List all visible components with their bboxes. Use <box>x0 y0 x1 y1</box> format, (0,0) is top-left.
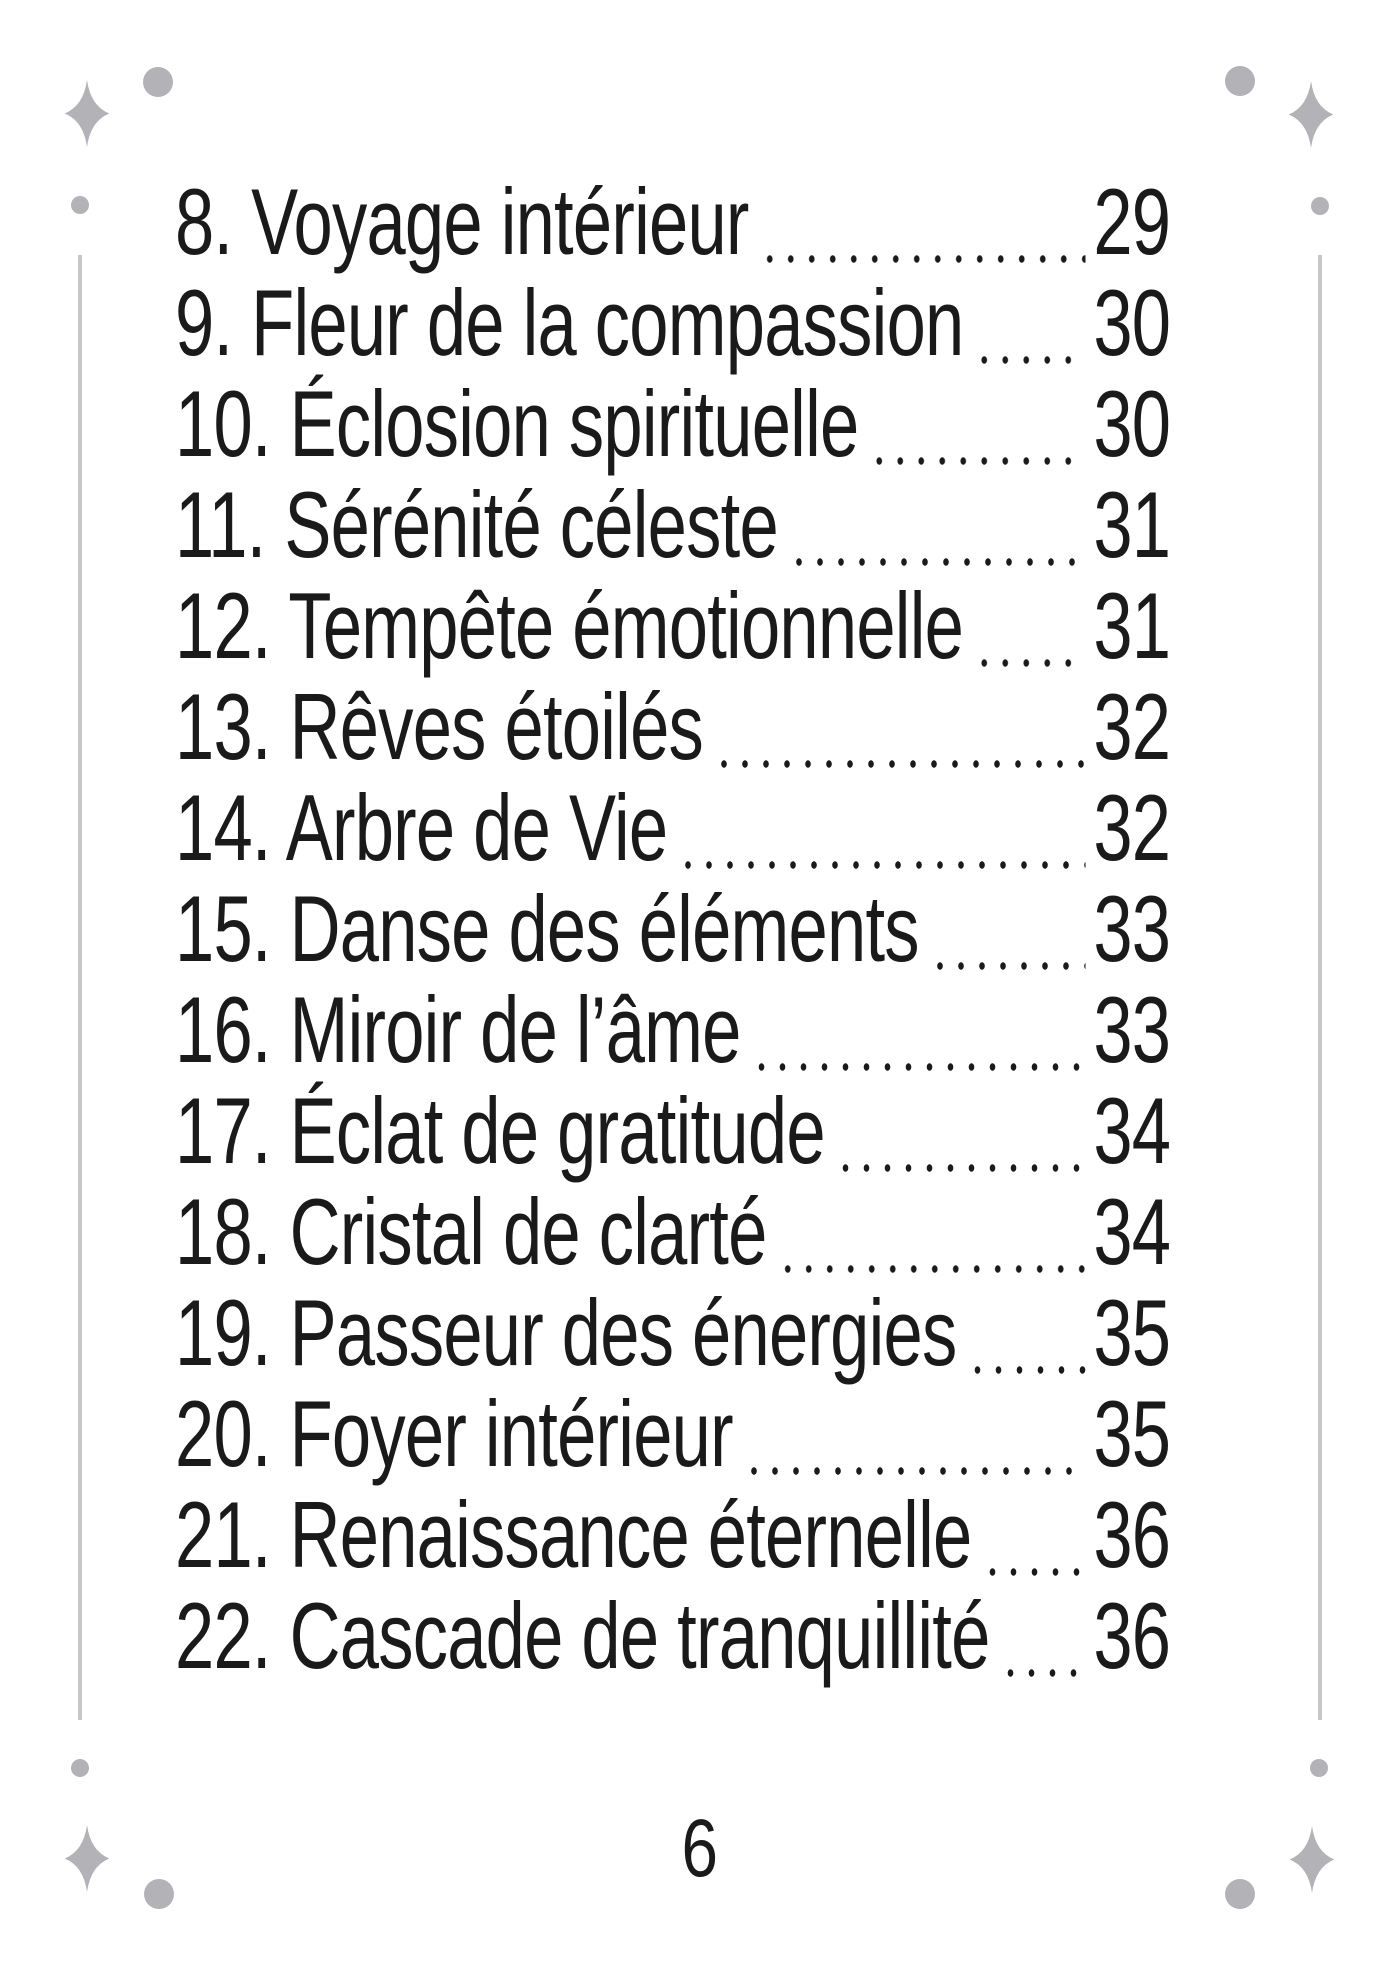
toc-entry-title: 13. Rêves étoilés <box>175 674 704 779</box>
folio-page-number: 6 <box>681 1803 719 1894</box>
dot-leader <box>868 373 1086 474</box>
dot-leader <box>751 979 1086 1080</box>
toc-entry-title: 22. Cascade de tranquillité <box>175 1583 990 1688</box>
toc-entry-page: 32 <box>1093 775 1171 880</box>
dot-leader <box>973 575 1086 676</box>
dot-leader <box>777 1181 1086 1282</box>
toc-entry-page: 35 <box>1093 1381 1171 1486</box>
toc-entry-title: 10. Éclosion spirituelle <box>175 371 859 476</box>
dot-small-icon <box>1310 1759 1328 1777</box>
dot-large-icon <box>1225 66 1255 96</box>
toc-entry-page: 29 <box>1093 169 1171 274</box>
toc-entry: 9. Fleur de la compassion 30 <box>175 270 1171 375</box>
sparkle-icon <box>64 1825 110 1892</box>
page-border-line-right <box>1318 255 1322 1720</box>
dot-leader <box>1000 1585 1086 1686</box>
toc-entry-title: 9. Fleur de la compassion <box>175 270 964 375</box>
toc-entry: 10. Éclosion spirituelle 30 <box>175 371 1171 476</box>
toc-entry: 22. Cascade de tranquillité 36 <box>175 1583 1171 1688</box>
sparkle-icon <box>64 80 110 147</box>
toc-entry-page: 30 <box>1093 270 1171 375</box>
toc-entry: 18. Cristal de clarté 34 <box>175 1179 1171 1284</box>
toc-entry-page: 34 <box>1093 1179 1171 1284</box>
toc-entry: 11. Sérénité céleste 31 <box>175 472 1171 577</box>
toc-entry-title: 20. Foyer intérieur <box>175 1381 734 1486</box>
toc-entry-title: 14. Arbre de Vie <box>175 775 668 880</box>
toc-entry-title: 21. Renaissance éternelle <box>175 1482 972 1587</box>
toc-entry: 8. Voyage intérieur 29 <box>175 169 1171 274</box>
dot-small-icon <box>71 196 89 214</box>
toc-entry-title: 11. Sérénité céleste <box>175 472 779 577</box>
table-of-contents: 8. Voyage intérieur 29 9. Fleur de la co… <box>175 171 1400 1686</box>
toc-entry: 13. Rêves étoilés 32 <box>175 674 1171 779</box>
toc-entry: 12. Tempête émotionnelle 31 <box>175 573 1171 678</box>
dot-leader <box>759 171 1086 272</box>
dot-small-icon <box>1311 197 1329 215</box>
toc-entry-title: 18. Cristal de clarté <box>175 1179 767 1284</box>
dot-leader <box>835 1080 1086 1181</box>
toc-entry: 16. Miroir de l’âme 33 <box>175 977 1171 1082</box>
dot-leader <box>973 272 1086 373</box>
dot-leader <box>929 878 1086 979</box>
toc-entry: 14. Arbre de Vie 32 <box>175 775 1171 880</box>
dot-large-icon <box>144 1879 174 1909</box>
toc-entry-page: 31 <box>1093 472 1171 577</box>
toc-entry-page: 33 <box>1093 977 1171 1082</box>
dot-large-icon <box>1225 1879 1255 1909</box>
toc-entry: 21. Renaissance éternelle 36 <box>175 1482 1171 1587</box>
dot-leader <box>713 676 1086 777</box>
toc-entry-title: 16. Miroir de l’âme <box>175 977 741 1082</box>
toc-entry-page: 30 <box>1093 371 1171 476</box>
toc-entry: 20. Foyer intérieur 35 <box>175 1381 1171 1486</box>
sparkle-icon <box>1288 81 1334 148</box>
toc-entry-title: 8. Voyage intérieur <box>175 169 749 274</box>
dot-small-icon <box>71 1759 89 1777</box>
toc-entry-page: 32 <box>1093 674 1171 779</box>
dot-leader <box>981 1484 1086 1585</box>
toc-entry-page: 36 <box>1093 1583 1171 1688</box>
toc-entry-page: 36 <box>1093 1482 1171 1587</box>
dot-large-icon <box>143 67 173 97</box>
toc-entry-page: 35 <box>1093 1280 1171 1385</box>
dot-leader <box>743 1383 1086 1484</box>
toc-entry: 19. Passeur des énergies 35 <box>175 1280 1171 1385</box>
page-border-line-left <box>78 255 82 1720</box>
toc-entry: 15. Danse des éléments 33 <box>175 876 1171 981</box>
dot-leader <box>788 474 1086 575</box>
toc-entry-title: 15. Danse des éléments <box>175 876 920 981</box>
toc-entry-title: 19. Passeur des énergies <box>175 1280 957 1385</box>
toc-entry-page: 31 <box>1093 573 1171 678</box>
toc-entry-page: 33 <box>1093 876 1171 981</box>
sparkle-icon <box>1289 1826 1335 1893</box>
toc-entry: 17. Éclat de gratitude 34 <box>175 1078 1171 1183</box>
toc-entry-page: 34 <box>1093 1078 1171 1183</box>
toc-entry-title: 17. Éclat de gratitude <box>175 1078 826 1183</box>
dot-leader <box>677 777 1086 878</box>
dot-leader <box>967 1282 1086 1383</box>
toc-entry-title: 12. Tempête émotionnelle <box>175 573 964 678</box>
